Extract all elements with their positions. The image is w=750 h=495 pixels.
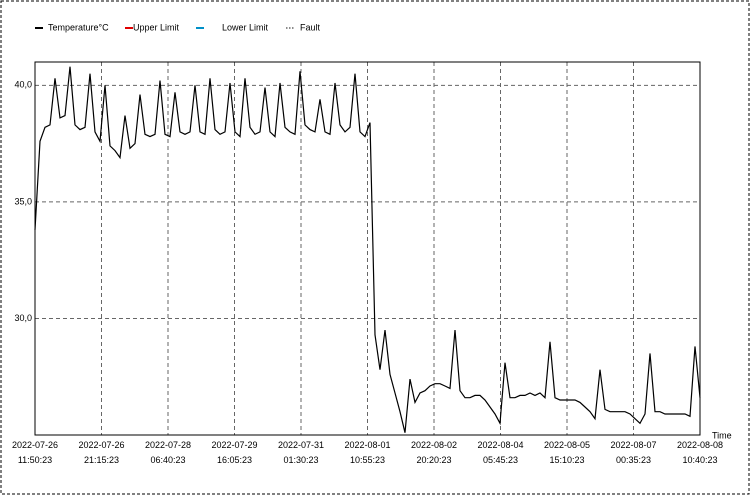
x-tick-label: 2022-08-05 15:10:23 <box>544 440 590 465</box>
x-tick-label: 2022-07-26 21:15:23 <box>78 440 124 465</box>
legend-label: Temperature°C <box>48 22 109 32</box>
legend-label: Fault <box>300 22 321 32</box>
y-tick-label: 40,0 <box>14 80 32 90</box>
x-tick-label: 2022-08-01 10:55:23 <box>344 440 390 465</box>
x-tick-label: 2022-08-04 05:45:23 <box>477 440 523 465</box>
x-tick-label: 2022-08-08 10:40:23 <box>677 440 723 465</box>
x-tick-label: 2022-07-31 01:30:23 <box>278 440 324 465</box>
x-tick-label: 2022-08-02 20:20:23 <box>411 440 457 465</box>
legend-label: Lower Limit <box>222 22 269 32</box>
y-tick-label: 30,0 <box>14 313 32 323</box>
y-tick-label: 35,0 <box>14 196 32 206</box>
x-axis-label: Time <box>712 430 732 440</box>
x-tick-label: 2022-08-07 00:35:23 <box>610 440 656 465</box>
temperature-line <box>34 66 701 433</box>
x-tick-label: 2022-07-29 16:05:23 <box>211 440 257 465</box>
x-tick-label: 2022-07-26 11:50:23 <box>12 440 58 465</box>
x-tick-label: 2022-07-28 06:40:23 <box>145 440 191 465</box>
legend-label: Upper Limit <box>133 22 180 32</box>
plot-frame <box>34 61 701 436</box>
